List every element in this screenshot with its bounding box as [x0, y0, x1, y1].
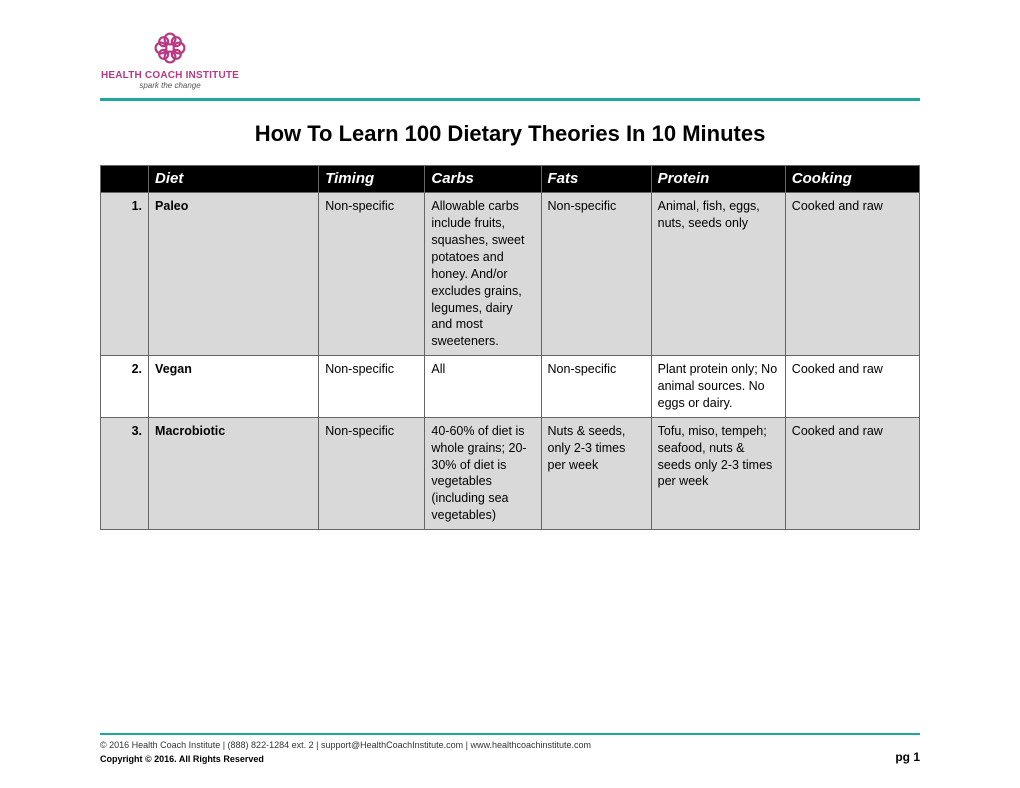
- logo: HEALTH COACH INSTITUTE spark the change: [100, 30, 240, 90]
- footer-info: © 2016 Health Coach Institute | (888) 82…: [100, 740, 920, 750]
- cell-fats: Non-specific: [541, 356, 651, 418]
- col-header-timing: Timing: [319, 166, 425, 193]
- cell-cooking: Cooked and raw: [785, 193, 919, 356]
- table-header-row: Diet Timing Carbs Fats Protein Cooking: [101, 166, 920, 193]
- cell-num: 3.: [101, 417, 149, 529]
- table-row: 2.VeganNon-specificAllNon-specificPlant …: [101, 356, 920, 418]
- logo-tagline: spark the change: [139, 81, 200, 90]
- col-header-protein: Protein: [651, 166, 785, 193]
- page-footer: © 2016 Health Coach Institute | (888) 82…: [100, 733, 920, 764]
- header-divider: [100, 98, 920, 101]
- table-row: 1.PaleoNon-specificAllowable carbs inclu…: [101, 193, 920, 356]
- logo-brand: HEALTH COACH INSTITUTE: [101, 70, 239, 81]
- footer-divider: [100, 733, 920, 735]
- cell-timing: Non-specific: [319, 356, 425, 418]
- cell-diet: Macrobiotic: [149, 417, 319, 529]
- cell-diet: Paleo: [149, 193, 319, 356]
- cell-cooking: Cooked and raw: [785, 356, 919, 418]
- col-header-num: [101, 166, 149, 193]
- cell-protein: Tofu, miso, tempeh; seafood, nuts & seed…: [651, 417, 785, 529]
- cell-fats: Nuts & seeds, only 2-3 times per week: [541, 417, 651, 529]
- cell-carbs: All: [425, 356, 541, 418]
- cell-timing: Non-specific: [319, 417, 425, 529]
- col-header-cooking: Cooking: [785, 166, 919, 193]
- cell-fats: Non-specific: [541, 193, 651, 356]
- cell-timing: Non-specific: [319, 193, 425, 356]
- page-title: How To Learn 100 Dietary Theories In 10 …: [100, 121, 920, 147]
- cell-protein: Animal, fish, eggs, nuts, seeds only: [651, 193, 785, 356]
- cell-diet: Vegan: [149, 356, 319, 418]
- col-header-carbs: Carbs: [425, 166, 541, 193]
- cell-carbs: 40-60% of diet is whole grains; 20-30% o…: [425, 417, 541, 529]
- col-header-diet: Diet: [149, 166, 319, 193]
- cell-carbs: Allowable carbs include fruits, squashes…: [425, 193, 541, 356]
- table-row: 3.MacrobioticNon-specific40-60% of diet …: [101, 417, 920, 529]
- diet-table: Diet Timing Carbs Fats Protein Cooking 1…: [100, 165, 920, 530]
- cell-protein: Plant protein only; No animal sources. N…: [651, 356, 785, 418]
- cell-num: 2.: [101, 356, 149, 418]
- cell-cooking: Cooked and raw: [785, 417, 919, 529]
- page-number: pg 1: [895, 750, 920, 764]
- col-header-fats: Fats: [541, 166, 651, 193]
- footer-copyright: Copyright © 2016. All Rights Reserved: [100, 754, 264, 764]
- knot-icon: [152, 30, 188, 66]
- cell-num: 1.: [101, 193, 149, 356]
